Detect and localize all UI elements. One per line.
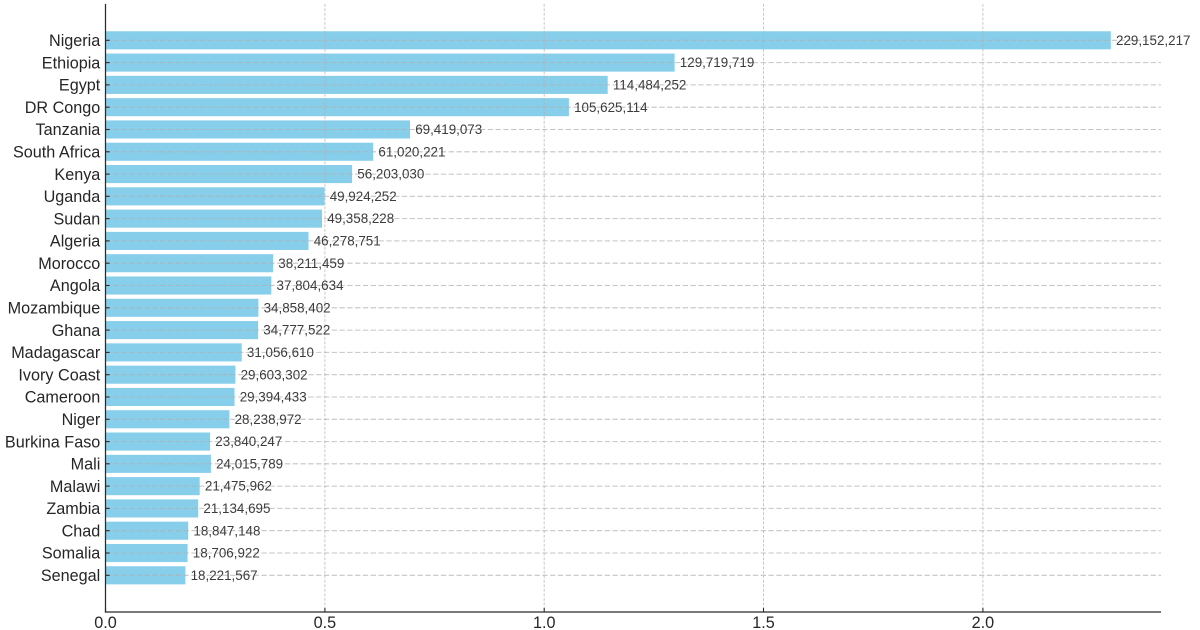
svg-text:Burkina Faso: Burkina Faso — [5, 433, 100, 451]
svg-text:18,706,922: 18,706,922 — [193, 546, 260, 561]
svg-text:Sudan: Sudan — [53, 210, 100, 228]
svg-text:Somalia: Somalia — [42, 545, 100, 563]
svg-text:Egypt: Egypt — [59, 77, 101, 95]
svg-text:21,475,962: 21,475,962 — [205, 479, 272, 494]
svg-text:Senegal: Senegal — [41, 567, 100, 585]
svg-text:61,020,221: 61,020,221 — [378, 144, 445, 159]
svg-text:Algeria: Algeria — [50, 233, 100, 251]
svg-text:34,777,522: 34,777,522 — [263, 323, 330, 338]
svg-text:1.5: 1.5 — [752, 614, 775, 630]
svg-text:129,719,719: 129,719,719 — [680, 55, 754, 70]
svg-text:Zambia: Zambia — [46, 500, 100, 518]
svg-text:69,419,073: 69,419,073 — [415, 122, 482, 137]
svg-text:Mozambique: Mozambique — [8, 300, 101, 318]
svg-text:2.0: 2.0 — [972, 614, 995, 630]
svg-text:South Africa: South Africa — [13, 144, 100, 162]
svg-text:114,484,252: 114,484,252 — [613, 78, 686, 93]
svg-text:Morocco: Morocco — [38, 255, 100, 273]
svg-text:49,358,228: 49,358,228 — [327, 211, 394, 226]
svg-text:23,840,247: 23,840,247 — [215, 434, 282, 449]
svg-text:37,804,634: 37,804,634 — [277, 278, 345, 293]
svg-text:Ethiopia: Ethiopia — [42, 54, 101, 72]
svg-text:24,015,789: 24,015,789 — [216, 456, 283, 471]
svg-text:Ghana: Ghana — [52, 322, 101, 340]
svg-text:Ivory Coast: Ivory Coast — [18, 366, 100, 384]
svg-text:34,858,402: 34,858,402 — [264, 300, 331, 315]
svg-text:Nigeria: Nigeria — [49, 32, 100, 50]
svg-text:Mali: Mali — [71, 456, 101, 474]
svg-text:21,134,695: 21,134,695 — [203, 501, 270, 516]
svg-text:DR Congo: DR Congo — [25, 99, 101, 117]
svg-text:38,211,459: 38,211,459 — [278, 256, 344, 271]
svg-text:49,924,252: 49,924,252 — [330, 189, 397, 204]
svg-text:1.0: 1.0 — [533, 614, 556, 630]
svg-text:28,238,972: 28,238,972 — [235, 412, 302, 427]
svg-text:29,603,302: 29,603,302 — [241, 367, 308, 382]
svg-text:56,203,030: 56,203,030 — [357, 167, 424, 182]
svg-text:Cameroon: Cameroon — [25, 389, 101, 407]
svg-text:18,221,567: 18,221,567 — [191, 568, 258, 583]
svg-text:0.5: 0.5 — [314, 614, 337, 630]
svg-text:Madagascar: Madagascar — [11, 344, 101, 362]
svg-text:Tanzania: Tanzania — [36, 121, 101, 139]
svg-text:Chad: Chad — [62, 522, 101, 540]
svg-text:105,625,114: 105,625,114 — [574, 100, 648, 115]
svg-text:229,152,217: 229,152,217 — [1116, 33, 1190, 48]
svg-text:18,847,148: 18,847,148 — [193, 523, 260, 538]
svg-text:Malawi: Malawi — [50, 478, 100, 496]
svg-text:31,056,610: 31,056,610 — [247, 345, 314, 360]
svg-text:Angola: Angola — [50, 277, 100, 295]
svg-text:29,394,433: 29,394,433 — [240, 390, 307, 405]
svg-text:46,278,751: 46,278,751 — [314, 234, 381, 249]
svg-text:Niger: Niger — [62, 411, 101, 429]
svg-text:Kenya: Kenya — [54, 166, 100, 184]
svg-text:0.0: 0.0 — [94, 614, 117, 630]
svg-text:Uganda: Uganda — [44, 188, 101, 206]
